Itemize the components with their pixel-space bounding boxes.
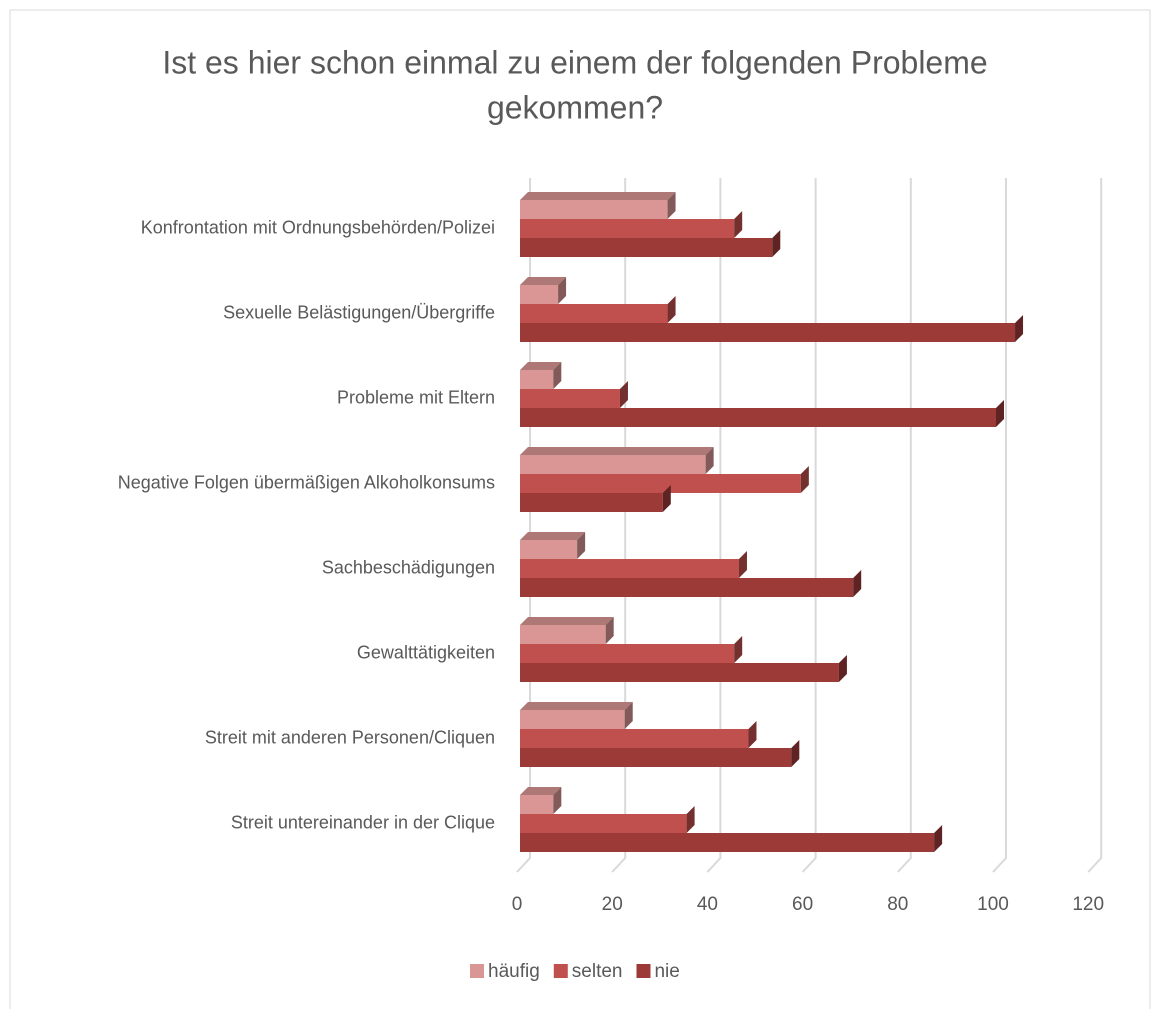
category-label: Probleme mit Eltern: [337, 387, 495, 407]
x-tick-label: 0: [512, 894, 523, 915]
x-tick-label: 40: [697, 894, 718, 915]
bar-side: [605, 617, 614, 644]
bar-top: [520, 277, 567, 285]
bar: [520, 748, 792, 767]
bar: [520, 795, 554, 814]
bar-side: [996, 400, 1004, 427]
x-tick-label: 60: [792, 894, 813, 915]
bar-top: [520, 192, 676, 200]
bar: [520, 540, 578, 559]
bar: [520, 238, 773, 257]
bar: [520, 578, 854, 597]
bar: [520, 644, 735, 663]
bar: [520, 408, 996, 427]
bar-top: [520, 617, 614, 625]
grid-line: [611, 178, 627, 873]
bar: [520, 493, 663, 512]
legend-swatch: [636, 964, 651, 978]
bar-side: [838, 655, 847, 682]
bar-top: [520, 362, 562, 370]
category-label: Negative Folgen übermäßigen Alkoholkonsu…: [118, 472, 495, 492]
x-tick-label: 100: [977, 894, 1009, 915]
bar-side: [748, 721, 757, 748]
bar-side: [553, 362, 562, 389]
bar: [520, 389, 620, 408]
chart-title: gekommen?: [487, 89, 663, 125]
bar-side: [1015, 315, 1024, 342]
bar-side: [558, 277, 567, 304]
bar: [520, 323, 1016, 342]
grid-line: [992, 178, 1007, 873]
bar-side: [624, 702, 633, 729]
bar-side: [619, 381, 628, 408]
bar-side: [734, 211, 743, 238]
bar-side: [662, 485, 671, 512]
bar-side: [853, 570, 862, 597]
bar: [520, 833, 935, 852]
bar-side: [734, 636, 743, 663]
bar-top: [520, 787, 562, 795]
bar-top: [520, 447, 714, 455]
bar: [520, 474, 801, 493]
grid-line: [706, 178, 722, 873]
bar: [520, 710, 625, 729]
bar: [520, 219, 735, 238]
category-label: Streit untereinander in der Clique: [231, 812, 495, 832]
bar: [520, 729, 749, 748]
legend-label: selten: [572, 961, 623, 982]
category-label: Sachbeschädigungen: [322, 557, 495, 577]
bar-side: [553, 787, 562, 814]
bar-side: [705, 447, 714, 474]
bar: [520, 304, 668, 323]
bar-side: [791, 740, 800, 767]
legend-label: nie: [654, 961, 679, 982]
bar-top: [520, 702, 633, 710]
bar-side: [577, 532, 586, 559]
legend-label: häufig: [488, 961, 540, 982]
chart-border: [9, 9, 1151, 1009]
bar-side: [667, 296, 676, 323]
bar: [520, 559, 739, 578]
x-tick-label: 20: [602, 894, 623, 915]
bar-side: [667, 192, 676, 219]
bar-side: [738, 551, 747, 578]
bar-side: [686, 806, 695, 833]
legend-swatch: [470, 964, 484, 978]
category-label: Gewalttätigkeiten: [357, 642, 495, 662]
bar: [520, 200, 668, 219]
bar: [520, 285, 559, 304]
x-tick-label: 120: [1072, 894, 1104, 915]
bar: [520, 455, 706, 474]
bar: [520, 814, 687, 833]
category-label: Streit mit anderen Personen/Cliquen: [205, 727, 495, 747]
bar-side: [772, 230, 781, 257]
bar-side: [800, 466, 809, 493]
chart-title: Ist es hier schon einmal zu einem der fo…: [162, 44, 987, 80]
category-label: Konfrontation mit Ordnungsbehörden/Poliz…: [141, 217, 495, 237]
bar: [520, 625, 606, 644]
category-label: Sexuelle Belästigungen/Übergriffe: [223, 302, 495, 322]
x-tick-label: 80: [887, 894, 908, 915]
legend-swatch: [553, 964, 568, 978]
bar: [520, 663, 839, 682]
grid-line: [801, 178, 817, 873]
grid-line: [1087, 178, 1103, 873]
bar-side: [934, 825, 943, 852]
bar-top: [520, 532, 586, 540]
grid-line: [897, 178, 912, 873]
bar: [520, 370, 554, 389]
